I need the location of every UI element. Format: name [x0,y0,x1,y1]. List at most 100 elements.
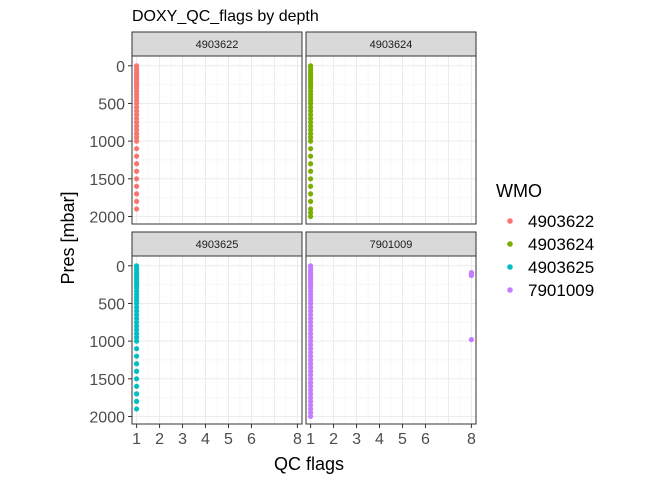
legend-title: WMO [496,181,542,201]
data-point [307,123,314,129]
legend-key-4903624 [507,241,513,247]
legend-key-7901009 [507,287,513,293]
data-point [307,357,314,363]
x-tick-label: 4 [375,431,384,448]
data-point [133,123,140,129]
y-tick-label: 2000 [89,209,125,226]
data-point [133,138,140,144]
data-point [307,319,314,325]
x-tick-label: 5 [224,431,233,448]
data-point [307,327,314,333]
data-point [133,376,140,382]
data-point [307,315,314,322]
data-point [133,134,140,140]
data-point [133,112,140,118]
facet-strip-label: 4903622 [196,39,239,51]
facet-strip [305,231,477,257]
data-point [133,104,140,110]
data-point [133,108,140,114]
data-point [133,119,140,125]
y-tick-label: 1500 [89,172,125,189]
data-point [133,153,140,159]
data-point [307,387,314,393]
data-point [307,342,314,348]
facet-strip [131,31,303,57]
legend: WMO 4903622 4903624 4903625 7901009 [496,181,594,300]
data-point [133,327,140,333]
data-point [307,379,314,386]
y-tick-label: 1000 [89,334,125,351]
data-point [133,146,140,152]
x-tick-label: 4 [201,431,210,448]
data-point [307,395,314,401]
data-point [307,168,314,174]
data-point [133,391,140,397]
data-point [307,304,314,310]
data-point [307,138,314,144]
data-point [133,323,140,329]
data-point [133,406,140,412]
data-point [307,406,314,412]
x-tick-label: 2 [329,431,338,448]
data-point [133,398,140,404]
data-point [307,330,314,337]
panel-border [131,255,303,425]
data-point [133,330,140,337]
data-point [133,168,140,174]
chart-title: DOXY_QC_flags by depth [132,8,319,25]
data-point [133,312,140,318]
data-point [307,368,314,374]
data-point [307,176,314,182]
facet-panel-4903624: 4903624 [305,31,477,225]
data-point [307,153,314,159]
data-point [307,115,314,122]
data-point [307,300,314,307]
x-tick-label: 3 [352,431,361,448]
panel-border [305,255,477,425]
data-point [307,372,314,378]
data-point [307,338,314,344]
facet-strip [305,31,477,57]
data-point [307,413,314,420]
data-point [133,115,140,122]
x-tick-label: 2 [155,431,164,448]
data-point [307,349,314,356]
facet-strip-label: 4903624 [370,39,413,51]
y-tick-label: 0 [116,259,125,276]
data-point [307,361,314,367]
data-point [307,191,314,197]
x-tick-label: 1 [132,431,141,448]
data-point [307,312,314,318]
data-point [133,346,140,352]
x-tick-label: 3 [178,431,187,448]
data-point [133,183,140,189]
data-point [133,130,140,137]
y-tick-label: 500 [98,296,125,313]
x-axis-label: QC flags [274,454,344,474]
x-tick-label: 6 [421,431,430,448]
data-point [307,146,314,152]
facet-panel-4903625: 4903625 [131,231,303,425]
data-point [133,198,140,204]
data-point [307,100,314,107]
data-point [133,315,140,322]
y-tick-label: 500 [98,96,125,113]
data-point [307,134,314,140]
data-point [307,130,314,137]
data-point [468,337,475,343]
x-tick-label: 6 [247,431,256,448]
y-tick-label: 0 [116,59,125,76]
data-point [307,104,314,110]
facet-panel-7901009: 7901009 [305,231,477,425]
data-point [133,338,140,344]
data-point [133,368,140,374]
y-axis: 0 500 1000 1500 2000 0 500 1000 1500 2000 [89,59,132,426]
data-point [307,108,314,114]
data-point [307,334,314,340]
data-point [307,346,314,352]
x-tick-label: 1 [306,431,315,448]
x-tick-label: 8 [293,431,302,448]
data-point [307,383,314,389]
